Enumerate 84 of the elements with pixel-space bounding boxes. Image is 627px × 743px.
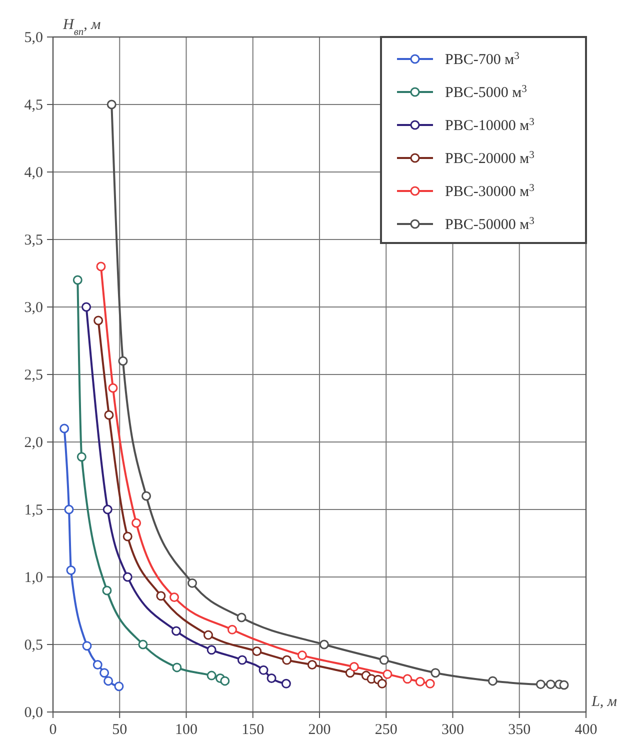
y-tick-label: 4,5 [24,98,43,114]
legend-label: РВС-700 м$^{3}$ [445,50,520,68]
point [382,669,392,679]
point [220,676,230,686]
x-tick-label: 50 [112,722,128,738]
legend-label: РВС-50000 м$^{3}$ [445,216,534,233]
point [100,668,110,678]
y-tick-label: 3,0 [24,300,43,316]
point [237,655,247,665]
y-tick-label: 0,5 [24,638,43,654]
point [118,356,128,366]
legend-label: РВС-10000 м$^{3}$ [445,116,534,134]
point [108,383,118,393]
point [66,566,76,575]
point [142,491,152,501]
y-tick-label: 4,0 [24,165,43,181]
y-tick-label: 1,5 [24,502,43,518]
point [102,504,112,514]
legend-label: РВС-30000 м$^{3}$ [445,182,534,200]
point [425,678,435,688]
point [82,641,92,651]
point [122,532,132,542]
point [82,302,92,312]
point [488,676,498,686]
point [236,612,246,622]
x-tick-label: 400 [574,722,598,738]
point [72,275,82,285]
y-tick-label: 1,0 [24,570,43,586]
point [206,670,216,680]
point [156,591,166,601]
point [122,572,132,582]
y-tick-label: 0,0 [24,705,43,721]
legend-label: РВС-5000 м$^{3}$ [445,84,527,101]
y-axis-title: H$_{вп}$, м [62,17,102,38]
point [282,655,292,665]
point [307,660,317,670]
point [64,504,74,514]
point [377,678,387,688]
x-tick-label: 0 [49,722,57,738]
point [252,646,262,656]
point [430,668,440,678]
point [349,662,359,672]
x-tick-label: 200 [308,722,331,738]
y-tick-label: 2,0 [24,435,43,451]
point [187,578,197,588]
point [559,680,569,690]
point [76,452,86,462]
point [102,586,112,596]
point [227,624,237,634]
point [172,626,182,636]
point [319,640,329,650]
point [536,680,546,690]
point [60,424,70,434]
point [94,316,104,326]
point [92,660,102,670]
point [546,680,556,690]
point [281,678,291,688]
point [297,650,307,660]
point [206,645,216,655]
point [402,674,412,684]
x-tick-label: 100 [175,722,198,738]
point [266,674,276,683]
x-tick-label: 250 [374,722,398,738]
point [379,655,389,665]
point [415,676,425,686]
x-tick-label: 300 [442,722,464,738]
y-tick-label: 2,5 [24,368,43,384]
y-tick-label: 5,0 [24,30,43,46]
point [172,662,182,672]
point [138,640,148,650]
point [132,518,142,528]
y-tick-label: 3,5 [24,232,43,248]
x-tick-label: 350 [508,722,531,738]
point [96,262,106,272]
point [104,410,114,420]
x-tick-label: 150 [242,722,264,738]
point [106,100,116,110]
point [203,630,213,640]
x-axis-title: L, м [590,694,618,710]
point [170,592,180,602]
legend-label: РВС-20000 м$^{3}$ [445,150,534,167]
point [114,682,124,692]
point [104,676,114,686]
point [258,665,268,675]
